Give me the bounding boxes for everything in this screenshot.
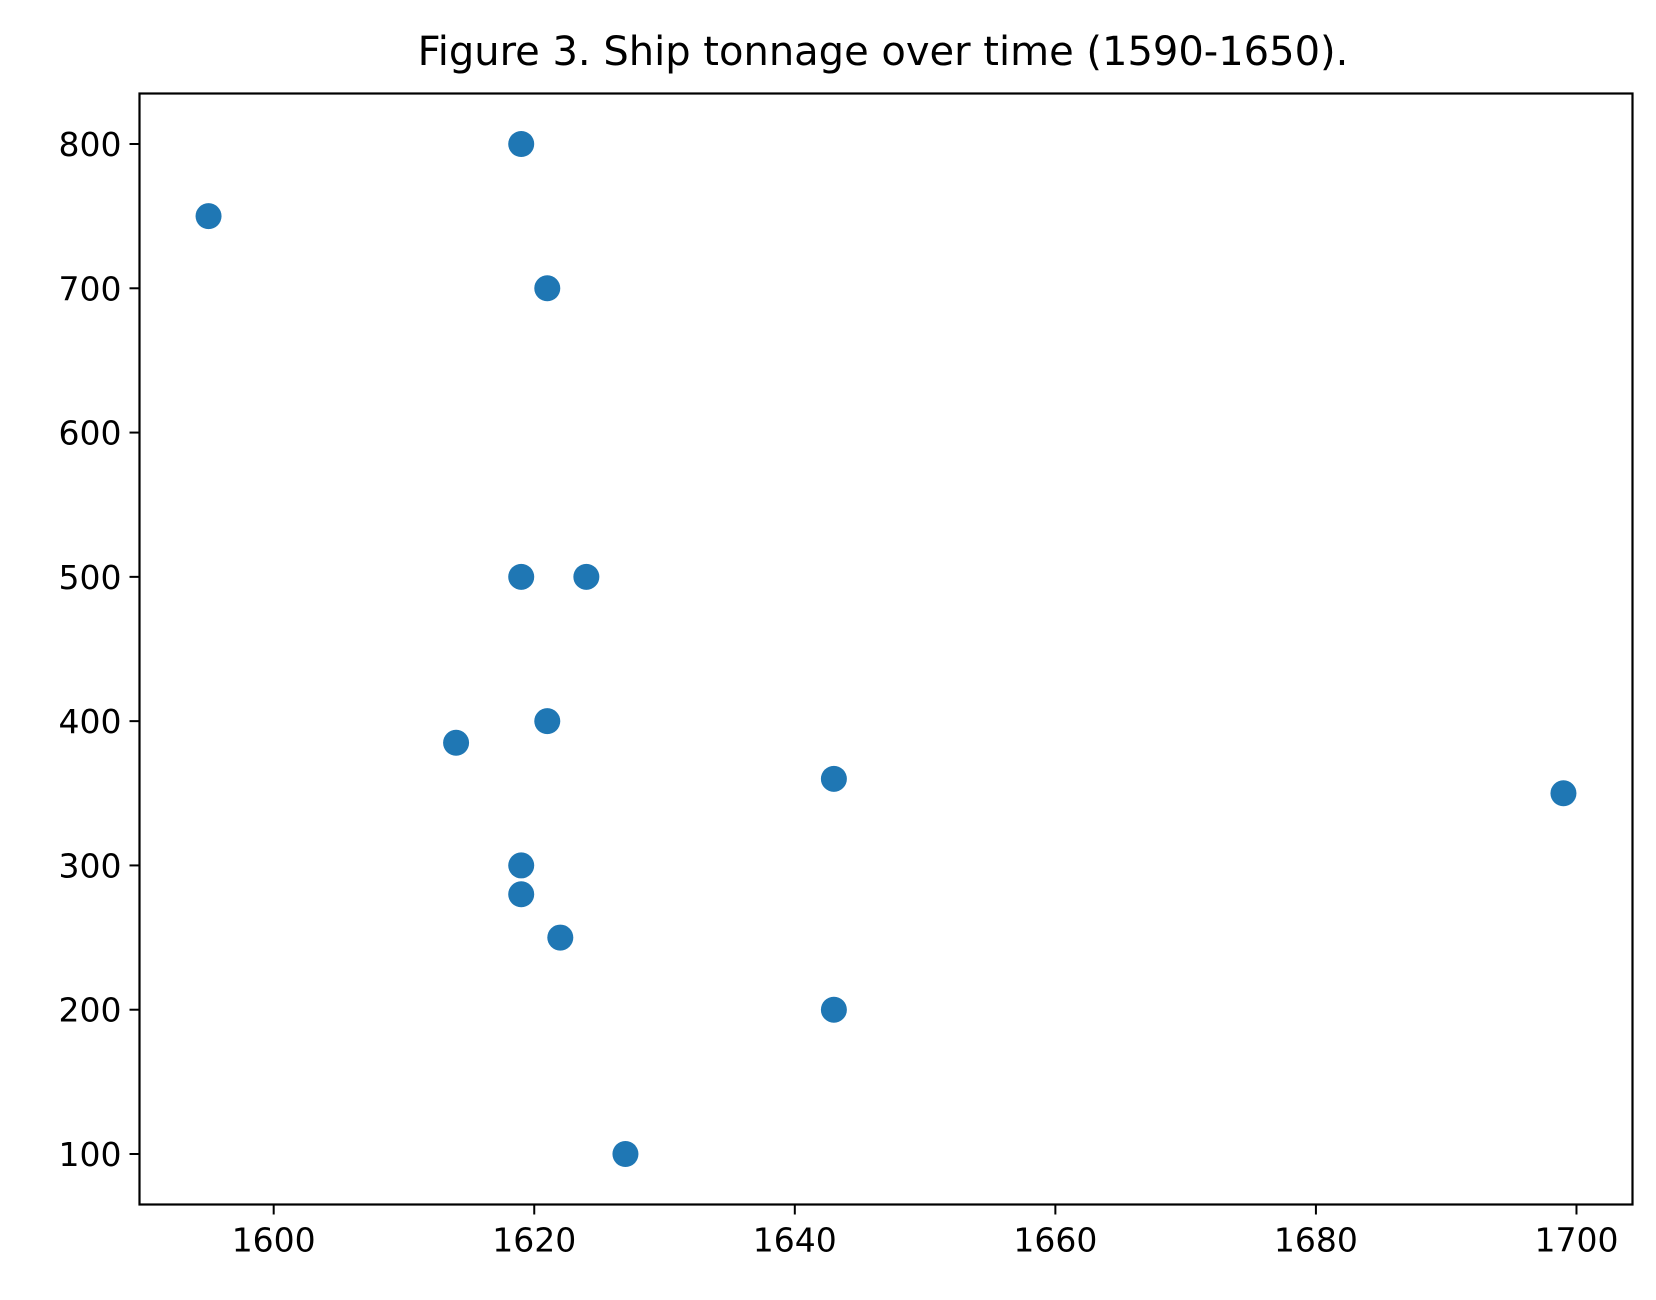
x-axis: 1600 1620 1640 1660 1680 1700 [232, 1204, 1618, 1260]
x-tick-label: 1700 [1534, 1221, 1618, 1260]
y-tick-label: 400 [59, 702, 122, 741]
y-tick-label: 600 [59, 414, 122, 453]
data-point [547, 924, 574, 951]
y-tick-label: 200 [59, 991, 122, 1030]
data-point [612, 1141, 639, 1167]
data-point [1550, 780, 1577, 807]
plot-frame [138, 92, 1634, 1206]
data-point [195, 203, 222, 230]
x-tick-label: 1660 [1013, 1221, 1097, 1260]
y-tick-label: 100 [59, 1135, 122, 1174]
data-point [820, 765, 847, 792]
x-tick-label: 1680 [1274, 1221, 1358, 1260]
y-tick-label: 800 [59, 125, 122, 164]
data-point [534, 708, 561, 735]
data-point [534, 275, 561, 302]
x-tick-label: 1640 [753, 1221, 837, 1260]
y-tick-label: 500 [59, 558, 122, 597]
data-point [573, 563, 600, 590]
points-layer [195, 131, 1577, 1167]
data-point [508, 852, 535, 879]
x-tick-label: 1620 [492, 1221, 576, 1260]
data-point [508, 881, 535, 908]
data-point [508, 563, 535, 590]
y-axis: 100 200 300 400 500 600 700 800 [59, 125, 140, 1174]
y-tick-label: 300 [59, 846, 122, 885]
chart-title: Figure 3. Ship tonnage over time (1590-1… [418, 29, 1349, 75]
data-point [508, 131, 535, 157]
data-point [443, 729, 470, 756]
data-point [820, 996, 847, 1023]
y-tick-label: 700 [59, 269, 122, 308]
x-tick-label: 1600 [232, 1221, 316, 1260]
